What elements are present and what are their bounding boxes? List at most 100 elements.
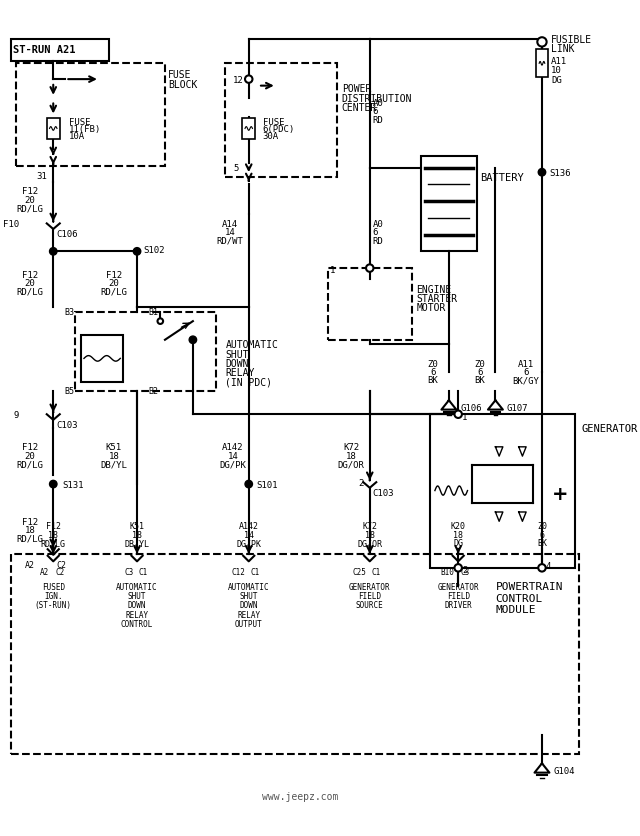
- Text: 6: 6: [477, 368, 483, 376]
- Bar: [225, 64, 337, 178]
- Text: C1: C1: [251, 568, 260, 576]
- Bar: [47, 119, 60, 140]
- Circle shape: [133, 248, 141, 256]
- Text: C1: C1: [372, 568, 381, 576]
- Text: FUSE: FUSE: [69, 117, 91, 126]
- Text: 18: 18: [346, 451, 356, 460]
- Text: SHUT: SHUT: [128, 591, 147, 600]
- Text: C25: C25: [352, 568, 366, 576]
- Text: DB/YL: DB/YL: [125, 538, 150, 548]
- Circle shape: [245, 481, 252, 488]
- Text: C3: C3: [124, 568, 133, 576]
- Text: RD/LG: RD/LG: [17, 204, 44, 213]
- Text: 6(PDC): 6(PDC): [262, 125, 295, 134]
- Text: C1: C1: [139, 568, 148, 576]
- Text: RELAY: RELAY: [125, 610, 148, 619]
- Text: GENERATOR: GENERATOR: [581, 424, 637, 434]
- Text: B10: B10: [440, 568, 454, 576]
- Text: Z0: Z0: [537, 522, 547, 531]
- Text: GENERATOR: GENERATOR: [437, 582, 479, 591]
- Text: DG/OR: DG/OR: [357, 538, 382, 548]
- Text: B2: B2: [148, 387, 159, 396]
- Text: FUSIBLE: FUSIBLE: [551, 35, 593, 45]
- Text: C2: C2: [56, 561, 66, 569]
- Text: B5: B5: [65, 387, 75, 396]
- Text: A142: A142: [239, 522, 259, 531]
- Text: FIELD: FIELD: [358, 591, 381, 600]
- Text: 20: 20: [24, 451, 35, 460]
- Text: S101: S101: [256, 480, 278, 489]
- Text: BATTERY: BATTERY: [481, 173, 524, 182]
- Text: 12: 12: [233, 75, 244, 84]
- Text: STARTER: STARTER: [416, 293, 458, 303]
- Text: DG: DG: [551, 75, 562, 84]
- Text: SHUT: SHUT: [225, 349, 249, 359]
- Bar: [430, 415, 575, 568]
- Text: G106: G106: [460, 404, 481, 413]
- Text: (IN PDC): (IN PDC): [225, 377, 273, 387]
- Text: S131: S131: [63, 480, 84, 489]
- Text: 6: 6: [372, 107, 378, 116]
- Text: RD/LG: RD/LG: [17, 534, 44, 543]
- Bar: [12, 554, 579, 754]
- Text: A142: A142: [222, 443, 244, 451]
- Text: 5: 5: [233, 164, 238, 173]
- Text: POWERTRAIN: POWERTRAIN: [495, 582, 563, 592]
- Text: 14: 14: [225, 228, 236, 237]
- Bar: [12, 40, 109, 61]
- Text: K72: K72: [343, 443, 359, 451]
- Text: C106: C106: [56, 230, 77, 239]
- Text: BK: BK: [474, 376, 485, 385]
- Bar: [536, 50, 548, 79]
- Text: RD/LG: RD/LG: [41, 538, 66, 548]
- Text: 1: 1: [462, 412, 467, 421]
- Text: RELAY: RELAY: [237, 610, 260, 619]
- Text: BK: BK: [537, 538, 547, 548]
- Text: C103: C103: [372, 488, 394, 497]
- Text: POWER: POWER: [342, 84, 371, 94]
- Text: 18: 18: [365, 530, 375, 539]
- Text: FUSED: FUSED: [42, 582, 65, 591]
- Circle shape: [49, 248, 57, 256]
- Circle shape: [538, 169, 546, 176]
- Text: 2: 2: [462, 565, 467, 574]
- Text: DG/OR: DG/OR: [338, 460, 365, 468]
- Text: ST-RUN A21: ST-RUN A21: [13, 45, 76, 55]
- Text: RD/LG: RD/LG: [17, 288, 44, 297]
- Text: DOWN: DOWN: [239, 601, 258, 609]
- Text: DRIVER: DRIVER: [444, 601, 472, 609]
- Circle shape: [538, 564, 546, 572]
- Text: F12: F12: [22, 443, 38, 451]
- Text: C3: C3: [460, 568, 469, 576]
- Text: RD/WT: RD/WT: [217, 237, 244, 246]
- Text: AUTOMATIC: AUTOMATIC: [116, 582, 158, 591]
- Bar: [16, 64, 165, 166]
- Text: CENTER: CENTER: [342, 103, 377, 113]
- Text: Z0: Z0: [474, 359, 485, 368]
- Text: S102: S102: [143, 246, 165, 255]
- Text: 14: 14: [228, 451, 238, 460]
- Text: 6: 6: [524, 368, 529, 376]
- Text: F12: F12: [45, 522, 61, 531]
- Circle shape: [454, 411, 462, 419]
- Text: 20: 20: [24, 279, 35, 288]
- Text: FUSE: FUSE: [168, 70, 191, 80]
- Text: C2: C2: [55, 568, 65, 576]
- Circle shape: [49, 481, 57, 488]
- Text: LINK: LINK: [551, 44, 575, 54]
- Text: A0: A0: [372, 220, 383, 228]
- Text: BLOCK: BLOCK: [168, 79, 197, 89]
- Text: F12: F12: [22, 271, 38, 280]
- Text: RD/LG: RD/LG: [100, 288, 127, 297]
- Text: 20: 20: [108, 279, 119, 288]
- Text: A11: A11: [551, 57, 568, 66]
- Text: Z0: Z0: [428, 359, 438, 368]
- Text: CONTROL: CONTROL: [121, 619, 153, 629]
- Text: A2: A2: [24, 561, 35, 569]
- Text: S136: S136: [549, 169, 571, 177]
- Text: RD: RD: [372, 237, 383, 246]
- Text: 6: 6: [540, 530, 545, 539]
- Text: MOTOR: MOTOR: [416, 303, 445, 313]
- Text: B1: B1: [148, 308, 159, 317]
- Text: A14: A14: [222, 220, 238, 228]
